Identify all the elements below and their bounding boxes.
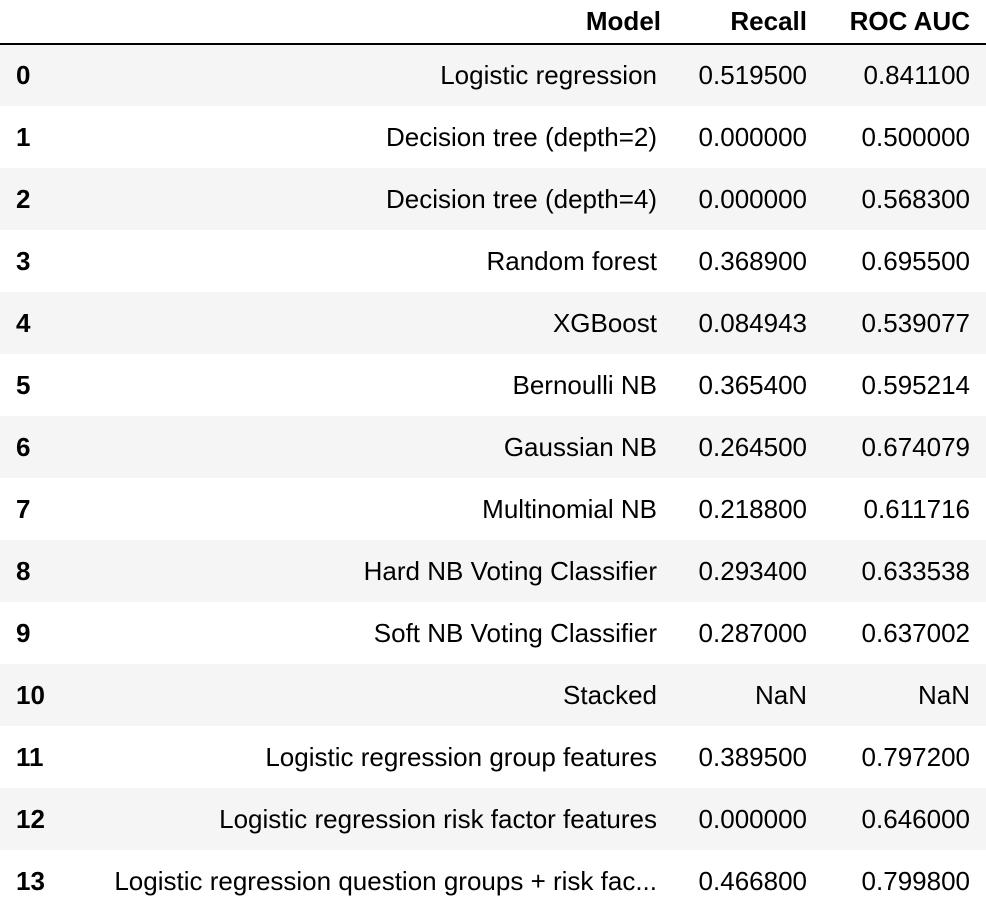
model-cell: Logistic regression question groups + ri… [114, 865, 657, 896]
row-index: 8 [16, 555, 31, 586]
table-row: 13 Logistic regression question groups + … [0, 850, 986, 912]
recall-cell: 0.000000 [698, 803, 807, 834]
recall-column-header: Recall [677, 0, 823, 45]
table-row: 2 Decision tree (depth=4) 0.000000 0.568300 [0, 168, 986, 230]
recall-cell: 0.264500 [698, 431, 807, 462]
row-index: 12 [16, 803, 45, 834]
roc-auc-column-header: ROC AUC [823, 0, 986, 45]
roc-auc-cell: 0.633538 [861, 555, 970, 586]
row-index: 0 [16, 60, 31, 90]
model-column-header: Model [60, 0, 677, 45]
header-row: Model Recall ROC AUC [0, 0, 986, 45]
recall-cell: 0.000000 [698, 183, 807, 214]
table-row: 4 XGBoost 0.084943 0.539077 [0, 292, 986, 354]
roc-auc-cell: 0.695500 [861, 245, 970, 276]
model-cell: Random forest [486, 245, 657, 276]
recall-cell: 0.000000 [698, 121, 807, 152]
recall-cell: 0.368900 [698, 245, 807, 276]
row-index: 7 [16, 493, 31, 524]
recall-cell: NaN [754, 679, 807, 710]
model-cell: Gaussian NB [503, 431, 657, 462]
table-row: 12 Logistic regression risk factor featur… [0, 788, 986, 850]
roc-auc-cell: 0.646000 [861, 803, 970, 834]
recall-cell: 0.293400 [698, 555, 807, 586]
table-row: 0 Logistic regression 0.519500 0.841100 [0, 44, 986, 106]
roc-auc-cell: 0.539077 [861, 307, 970, 338]
model-cell: Logistic regression risk factor features [219, 803, 657, 834]
model-cell: Logistic regression [440, 60, 657, 90]
roc-auc-cell: 0.500000 [861, 121, 970, 152]
row-index: 3 [16, 245, 31, 276]
model-cell: Stacked [563, 679, 657, 710]
table-row: 8 Hard NB Voting Classifier 0.293400 0.6335… [0, 540, 986, 602]
roc-auc-cell: 0.674079 [861, 431, 970, 462]
table-row: 1 Decision tree (depth=2) 0.000000 0.500000 [0, 106, 986, 168]
row-index: 1 [16, 121, 31, 152]
recall-cell: 0.084943 [698, 307, 807, 338]
recall-cell: 0.218800 [698, 493, 807, 524]
recall-cell: 0.287000 [698, 617, 807, 648]
row-index: 10 [16, 679, 45, 710]
recall-cell: 0.466800 [698, 865, 807, 896]
roc-auc-cell: 0.799800 [861, 865, 970, 896]
table-body: 0 Logistic regression 0.519500 0.841100 1 Dec… [0, 44, 986, 912]
model-cell: Logistic regression group features [265, 741, 657, 772]
row-index: 4 [16, 307, 31, 338]
recall-cell: 0.389500 [698, 741, 807, 772]
model-cell: Decision tree (depth=2) [386, 121, 657, 152]
recall-cell: 0.365400 [698, 369, 807, 400]
row-index: 6 [16, 431, 31, 462]
model-cell: Hard NB Voting Classifier [363, 555, 657, 586]
recall-cell: 0.519500 [698, 60, 807, 90]
model-cell: Soft NB Voting Classifier [373, 617, 657, 648]
model-cell: Decision tree (depth=4) [386, 183, 657, 214]
table-row: 11 Logistic regression group features 0.38… [0, 726, 986, 788]
roc-auc-cell: 0.595214 [861, 369, 970, 400]
table-row: 9 Soft NB Voting Classifier 0.287000 0.6370… [0, 602, 986, 664]
row-index: 13 [16, 865, 45, 896]
table-row: 5 Bernoulli NB 0.365400 0.595214 [0, 354, 986, 416]
row-index: 2 [16, 183, 31, 214]
table-row: 3 Random forest 0.368900 0.695500 [0, 230, 986, 292]
roc-auc-cell: 0.568300 [861, 183, 970, 214]
row-index: 11 [16, 741, 44, 772]
roc-auc-cell: 0.841100 [863, 60, 970, 90]
model-cell: Bernoulli NB [512, 369, 657, 400]
model-cell: Multinomial NB [482, 493, 657, 524]
row-index: 5 [16, 369, 31, 400]
roc-auc-cell: 0.637002 [861, 617, 970, 648]
table-row: 10 Stacked NaN NaN [0, 664, 986, 726]
roc-auc-cell: NaN [917, 679, 970, 710]
model-cell: XGBoost [552, 307, 657, 338]
table-header: Model Recall ROC AUC [0, 0, 986, 45]
roc-auc-cell: 0.611716 [863, 493, 970, 524]
row-index: 9 [16, 617, 31, 648]
index-column-header [0, 0, 60, 45]
roc-auc-cell: 0.797200 [861, 741, 970, 772]
table-row: 7 Multinomial NB 0.218800 0.611716 [0, 478, 986, 540]
table-row: 6 Gaussian NB 0.264500 0.674079 [0, 416, 986, 478]
